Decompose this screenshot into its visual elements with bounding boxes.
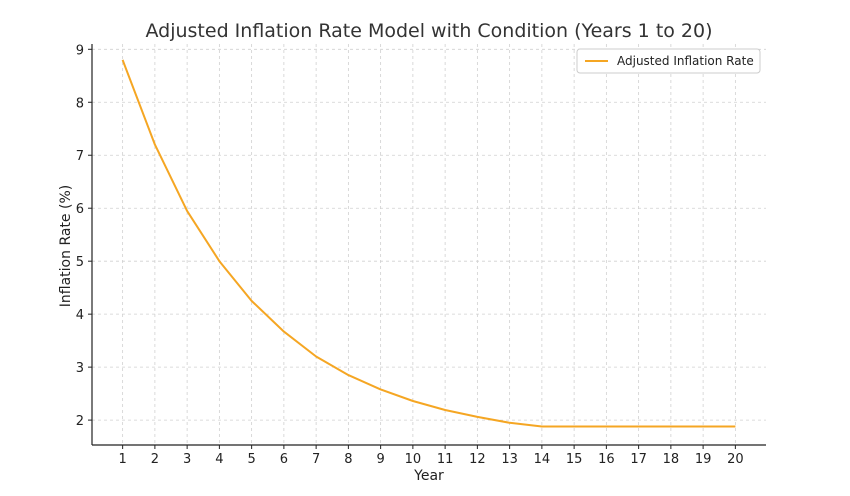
x-tick-label: 1 bbox=[118, 452, 126, 467]
x-tick-label: 8 bbox=[344, 452, 352, 467]
y-tick-label: 2 bbox=[76, 414, 84, 429]
series-layer bbox=[121, 59, 736, 428]
y-tick-label: 5 bbox=[76, 255, 84, 270]
x-tick-label: 13 bbox=[501, 452, 518, 467]
series-line-adjusted-inflation-rate bbox=[121, 59, 736, 428]
x-tick-label: 3 bbox=[183, 452, 191, 467]
x-tick-label: 19 bbox=[695, 452, 712, 467]
y-tick-label: 6 bbox=[76, 202, 84, 217]
x-tick-label: 4 bbox=[215, 452, 223, 467]
x-tick-label: 12 bbox=[469, 452, 486, 467]
x-axis-label: Year bbox=[413, 468, 444, 484]
x-tick-label: 10 bbox=[405, 452, 422, 467]
x-tick-label: 16 bbox=[598, 452, 615, 467]
legend-label: Adjusted Inflation Rate bbox=[617, 54, 754, 68]
x-tick-label: 17 bbox=[630, 452, 647, 467]
y-tick-label: 7 bbox=[76, 149, 84, 164]
x-tick-label: 20 bbox=[727, 452, 744, 467]
x-tick-label: 6 bbox=[280, 452, 288, 467]
grid bbox=[92, 44, 766, 445]
x-tick-label: 14 bbox=[534, 452, 551, 467]
x-tick-label: 9 bbox=[376, 452, 384, 467]
x-tick-label: 2 bbox=[151, 452, 159, 467]
y-tick-label: 4 bbox=[76, 308, 84, 323]
y-tick-label: 9 bbox=[76, 43, 84, 58]
y-axis-label: Inflation Rate (%) bbox=[58, 185, 74, 307]
legend: Adjusted Inflation Rate bbox=[576, 48, 761, 74]
x-tick-label: 11 bbox=[437, 452, 454, 467]
y-tick-label: 8 bbox=[76, 96, 84, 111]
y-tick-label: 3 bbox=[76, 361, 84, 376]
legend-box bbox=[576, 48, 761, 74]
chart-title: Adjusted Inflation Rate Model with Condi… bbox=[145, 20, 712, 42]
x-tick-label: 7 bbox=[312, 452, 320, 467]
x-tick-label: 18 bbox=[663, 452, 680, 467]
x-tick-label: 15 bbox=[566, 452, 583, 467]
x-tick-label: 5 bbox=[247, 452, 255, 467]
